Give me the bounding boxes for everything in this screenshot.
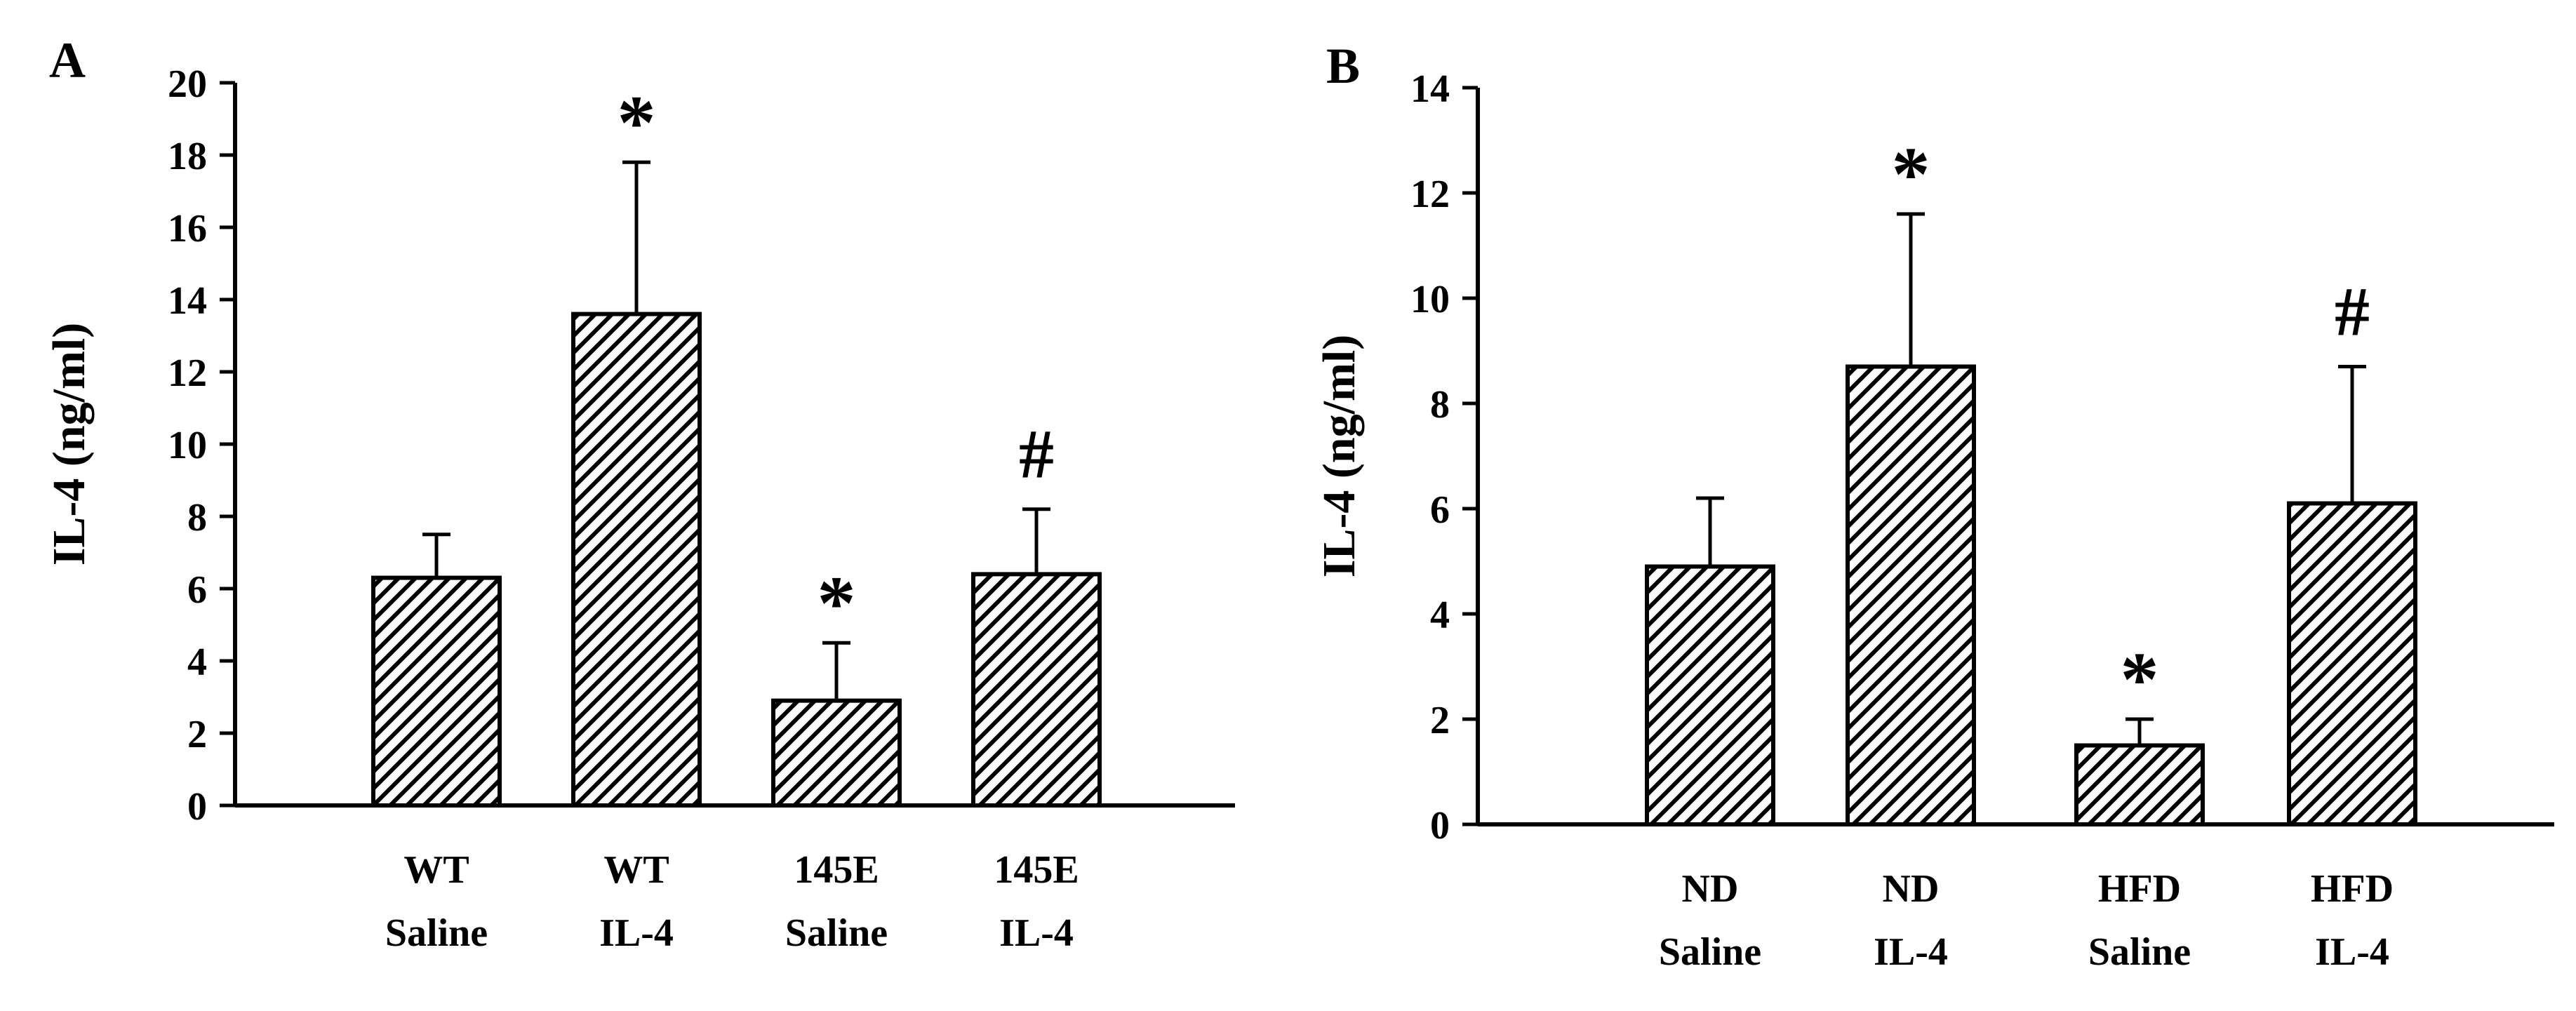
- x-tick-label: HFD: [2311, 867, 2394, 911]
- x-tick-label: IL-4: [999, 911, 1074, 955]
- x-tick-label: Saline: [2088, 930, 2191, 974]
- x-tick-label: HFD: [2098, 867, 2181, 911]
- significance-marker: *: [2121, 636, 2159, 722]
- bar: [1645, 564, 1775, 826]
- y-tick-label: 12: [1410, 173, 1450, 216]
- y-tick-label: 10: [1410, 278, 1450, 321]
- y-tick-label: 14: [168, 279, 207, 323]
- bar: [371, 575, 502, 808]
- significance-marker: *: [817, 560, 856, 645]
- panel-b: B 0 2 4 6 8 10 12 14 IL-4 (ng/ml) ND Saline * ND IL-4 *…: [1314, 38, 2554, 974]
- y-tick-label: 12: [168, 351, 207, 395]
- bar: [2287, 501, 2417, 826]
- y-tick-label: 4: [1430, 594, 1450, 637]
- y-tick-label: 8: [1430, 383, 1450, 427]
- y-tick-label: 0: [1430, 804, 1450, 848]
- y-tick-label: 20: [168, 62, 207, 106]
- y-tick-label: 6: [187, 568, 207, 612]
- y-axis-label: IL-4 (ng/ml): [1314, 335, 1365, 578]
- y-tick-label: 2: [1430, 699, 1450, 742]
- y-tick-label: 14: [1410, 67, 1450, 111]
- panel-a: A 0 2 4 6 8 10 12 14 16 18 20 IL-4 (ng/ml) WT Saline * W…: [44, 32, 1235, 955]
- y-tick-label: 6: [1430, 488, 1450, 532]
- y-tick-label: 2: [187, 713, 207, 756]
- bar: [971, 572, 1102, 808]
- significance-marker: *: [618, 79, 656, 165]
- panel-label: B: [1326, 38, 1360, 94]
- x-tick-label: WT: [403, 848, 469, 892]
- y-tick-label: 8: [187, 496, 207, 540]
- x-tick-label: IL-4: [1874, 930, 1948, 974]
- panel-label: A: [49, 32, 86, 88]
- significance-marker: #: [1019, 415, 1054, 493]
- x-tick-label: WT: [603, 848, 669, 892]
- y-axis-label: IL-4 (ng/ml): [44, 323, 95, 566]
- bar: [2074, 743, 2205, 826]
- y-tick-label: 18: [168, 135, 207, 178]
- bar: [1846, 364, 1976, 826]
- significance-marker: #: [2335, 273, 2370, 351]
- x-tick-label: ND: [1682, 867, 1739, 911]
- x-tick-label: IL-4: [2315, 930, 2389, 974]
- y-tick-label: 0: [187, 785, 207, 829]
- x-tick-label: Saline: [385, 911, 488, 955]
- x-tick-label: Saline: [1659, 930, 1761, 974]
- x-tick-label: Saline: [785, 911, 888, 955]
- bar: [771, 698, 902, 808]
- x-tick-label: ND: [1883, 867, 1940, 911]
- x-tick-label: 145E: [994, 848, 1079, 892]
- y-tick-label: 10: [168, 424, 207, 467]
- bar: [571, 312, 702, 808]
- y-tick-label: 4: [187, 641, 207, 684]
- x-tick-label: IL-4: [599, 911, 674, 955]
- y-tick-label: 16: [168, 207, 207, 250]
- x-tick-label: 145E: [794, 848, 879, 892]
- significance-marker: *: [1892, 131, 1930, 217]
